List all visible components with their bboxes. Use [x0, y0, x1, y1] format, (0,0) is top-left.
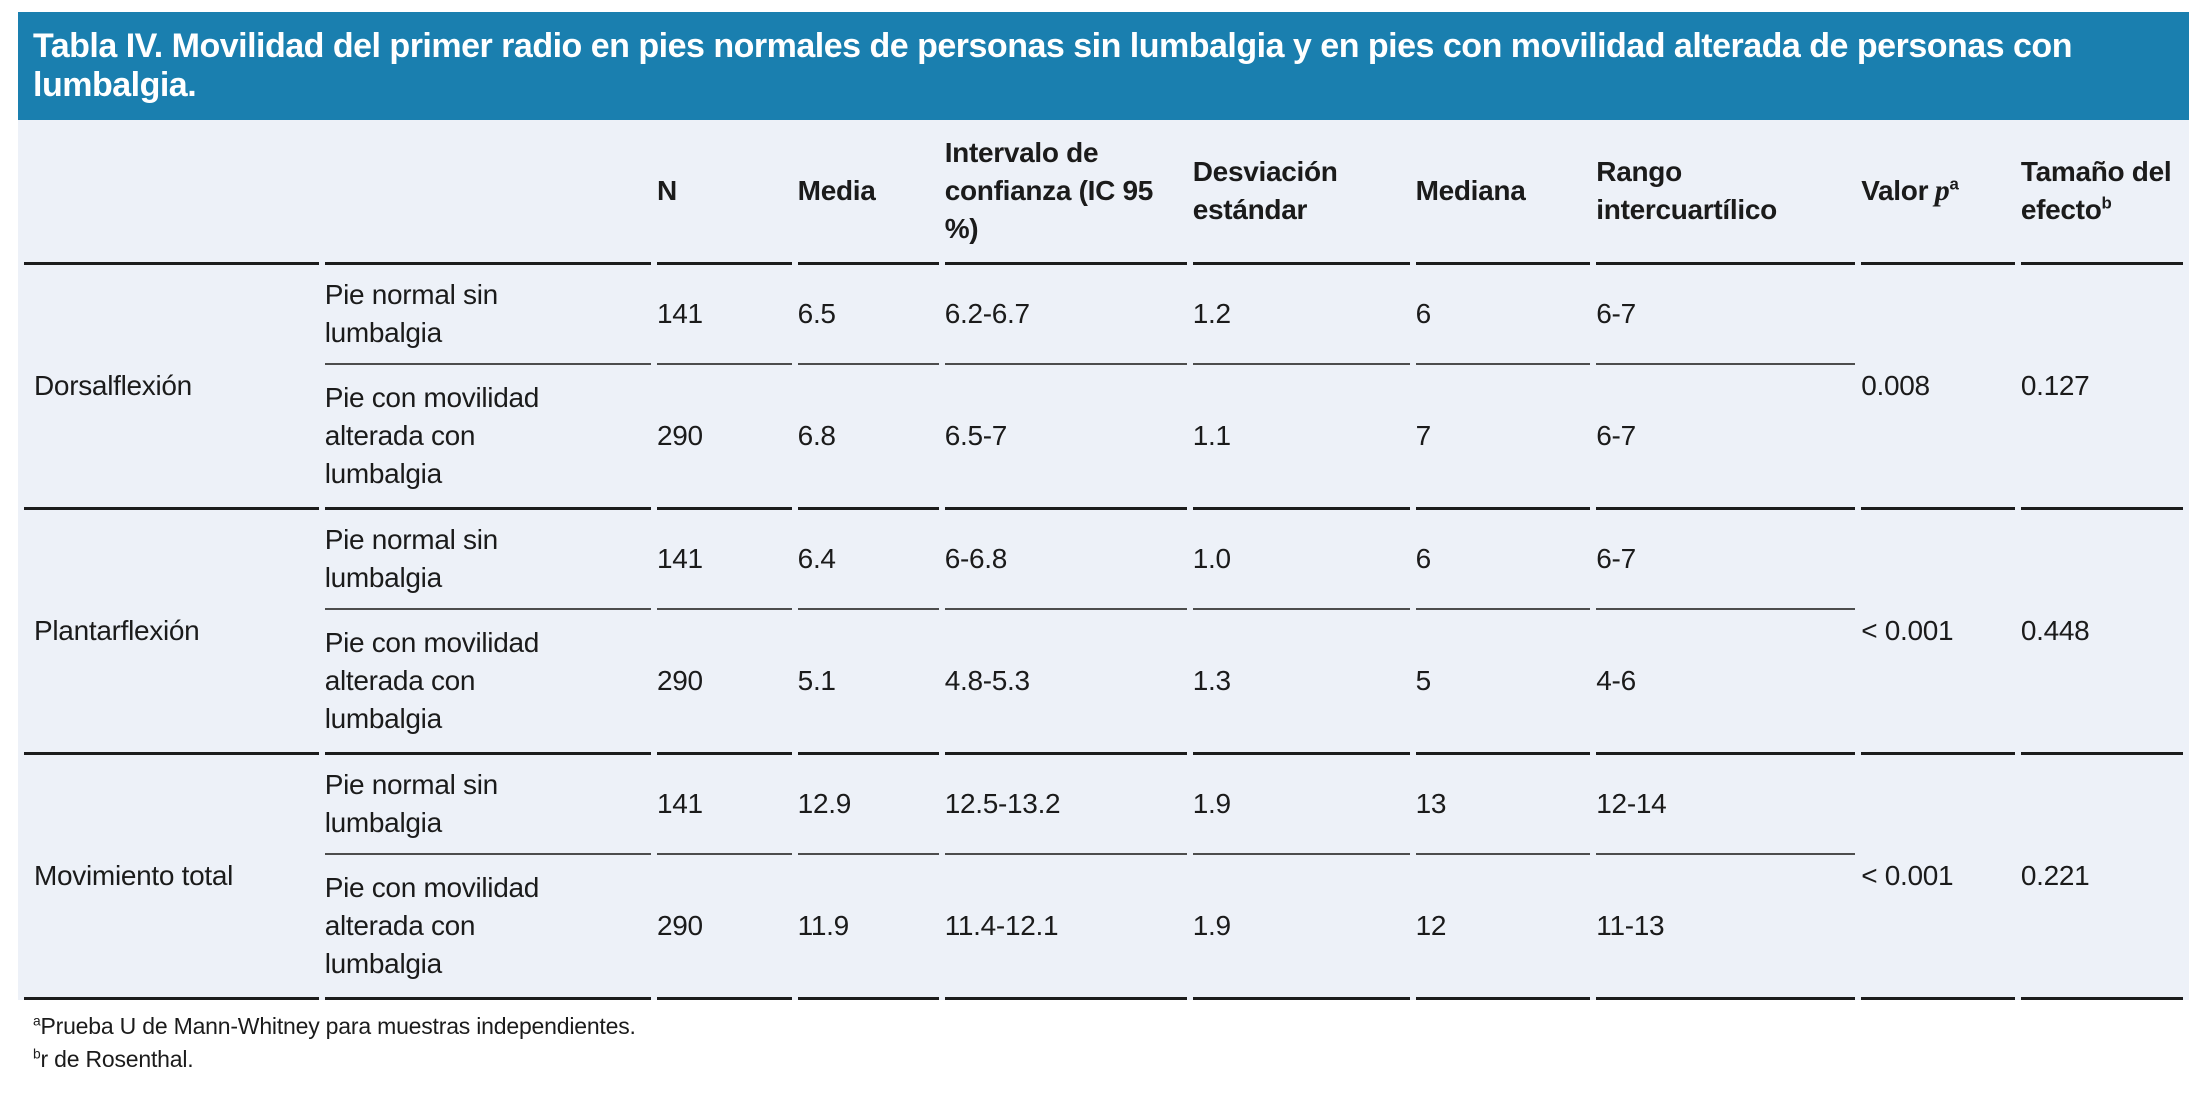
table-row: Pie con movilidad alterada con lumbalgia… — [24, 365, 2183, 510]
p-value-label: Valor — [1861, 175, 1929, 206]
footnote-ref-a: a — [1949, 174, 1959, 194]
section-label: Dorsalflexión — [24, 265, 319, 510]
footnote-ref-b: b — [2101, 193, 2112, 213]
cell-iqr: 12-14 — [1596, 755, 1856, 855]
table-row: Dorsalflexión Pie normal sin lumbalgia 1… — [24, 265, 2183, 510]
p-symbol: p — [1934, 174, 1950, 207]
footnote-text: r de Rosenthal. — [40, 1046, 194, 1072]
effect-size-label: Tamaño del efecto — [2020, 156, 2172, 225]
cell-p-value: < 0.001 — [1861, 755, 2015, 1000]
mobility-table: N Media Intervalo de confianza (IC 95 %)… — [18, 120, 2189, 1000]
cell-effect-size: 0.221 — [2020, 755, 2183, 1000]
column-header-sd: Desviación estándar — [1192, 120, 1410, 265]
cell-n: 141 — [656, 755, 792, 855]
cell-ci: 12.5-13.2 — [944, 755, 1187, 855]
cell-median: 5 — [1415, 610, 1591, 755]
cell-ci: 11.4-12.1 — [944, 855, 1187, 1000]
cell-p-value: < 0.001 — [1861, 510, 2015, 755]
row-label: Pie normal sin lumbalgia — [324, 265, 651, 365]
cell-sd: 1.0 — [1192, 510, 1410, 610]
column-header-effect-size: Tamaño del efectob — [2020, 120, 2183, 265]
table-row: Movimiento total Pie normal sin lumbalgi… — [24, 755, 2183, 1000]
cell-n: 290 — [656, 365, 792, 510]
column-header-p-value: Valor pa — [1861, 120, 2015, 265]
cell-iqr: 11-13 — [1596, 855, 1856, 1000]
cell-sd: 1.1 — [1192, 365, 1410, 510]
footnotes: aPrueba U de Mann-Whitney para muestras … — [18, 1000, 2189, 1076]
cell-media: 6.8 — [797, 365, 939, 510]
cell-sd: 1.3 — [1192, 610, 1410, 755]
cell-ci: 6.2-6.7 — [944, 265, 1187, 365]
cell-iqr: 4-6 — [1596, 610, 1856, 755]
cell-median: 6 — [1415, 510, 1591, 610]
cell-sd: 1.9 — [1192, 855, 1410, 1000]
cell-ci: 6.5-7 — [944, 365, 1187, 510]
cell-n: 290 — [656, 855, 792, 1000]
table-title: Tabla IV. Movilidad del primer radio en … — [33, 27, 2072, 104]
cell-media: 6.5 — [797, 265, 939, 365]
section-label: Movimiento total — [24, 755, 319, 1000]
footnote-marker: a — [33, 1013, 41, 1029]
cell-sd: 1.9 — [1192, 755, 1410, 855]
column-header-median: Mediana — [1415, 120, 1591, 265]
cell-effect-size: 0.448 — [2020, 510, 2183, 755]
column-header-ci: Intervalo de confianza (IC 95 %) — [944, 120, 1187, 265]
section-label: Plantarflexión — [24, 510, 319, 755]
footnote-marker: b — [33, 1046, 41, 1062]
column-header-spacer-1 — [24, 120, 319, 265]
table-row: Pie con movilidad alterada con lumbalgia… — [24, 855, 2183, 1000]
footnote: br de Rosenthal. — [33, 1043, 2189, 1076]
table-row: Pie con movilidad alterada con lumbalgia… — [24, 610, 2183, 755]
row-label: Pie con movilidad alterada con lumbalgia — [324, 365, 651, 510]
cell-n: 141 — [656, 265, 792, 365]
footnote-text: Prueba U de Mann-Whitney para muestras i… — [40, 1013, 636, 1039]
cell-media: 11.9 — [797, 855, 939, 1000]
cell-iqr: 6-7 — [1596, 365, 1856, 510]
column-header-n: N — [656, 120, 792, 265]
row-label: Pie con movilidad alterada con lumbalgia — [324, 610, 651, 755]
cell-ci: 6-6.8 — [944, 510, 1187, 610]
cell-iqr: 6-7 — [1596, 510, 1856, 610]
table-card: Tabla IV. Movilidad del primer radio en … — [18, 12, 2189, 1000]
header-row: N Media Intervalo de confianza (IC 95 %)… — [24, 120, 2183, 265]
table-title-bar: Tabla IV. Movilidad del primer radio en … — [18, 12, 2189, 120]
cell-media: 6.4 — [797, 510, 939, 610]
cell-n: 290 — [656, 610, 792, 755]
cell-effect-size: 0.127 — [2020, 265, 2183, 510]
cell-p-value: 0.008 — [1861, 265, 2015, 510]
cell-sd: 1.2 — [1192, 265, 1410, 365]
footnote: aPrueba U de Mann-Whitney para muestras … — [33, 1010, 2189, 1043]
cell-media: 5.1 — [797, 610, 939, 755]
cell-median: 7 — [1415, 365, 1591, 510]
cell-iqr: 6-7 — [1596, 265, 1856, 365]
cell-median: 12 — [1415, 855, 1591, 1000]
column-header-iqr: Rango intercuartílico — [1596, 120, 1856, 265]
row-label: Pie normal sin lumbalgia — [324, 755, 651, 855]
table-row: Plantarflexión Pie normal sin lumbalgia … — [24, 510, 2183, 755]
cell-media: 12.9 — [797, 755, 939, 855]
cell-n: 141 — [656, 510, 792, 610]
cell-median: 13 — [1415, 755, 1591, 855]
column-header-media: Media — [797, 120, 939, 265]
cell-ci: 4.8-5.3 — [944, 610, 1187, 755]
row-label: Pie con movilidad alterada con lumbalgia — [324, 855, 651, 1000]
cell-median: 6 — [1415, 265, 1591, 365]
column-header-spacer-2 — [324, 120, 651, 265]
row-label: Pie normal sin lumbalgia — [324, 510, 651, 610]
